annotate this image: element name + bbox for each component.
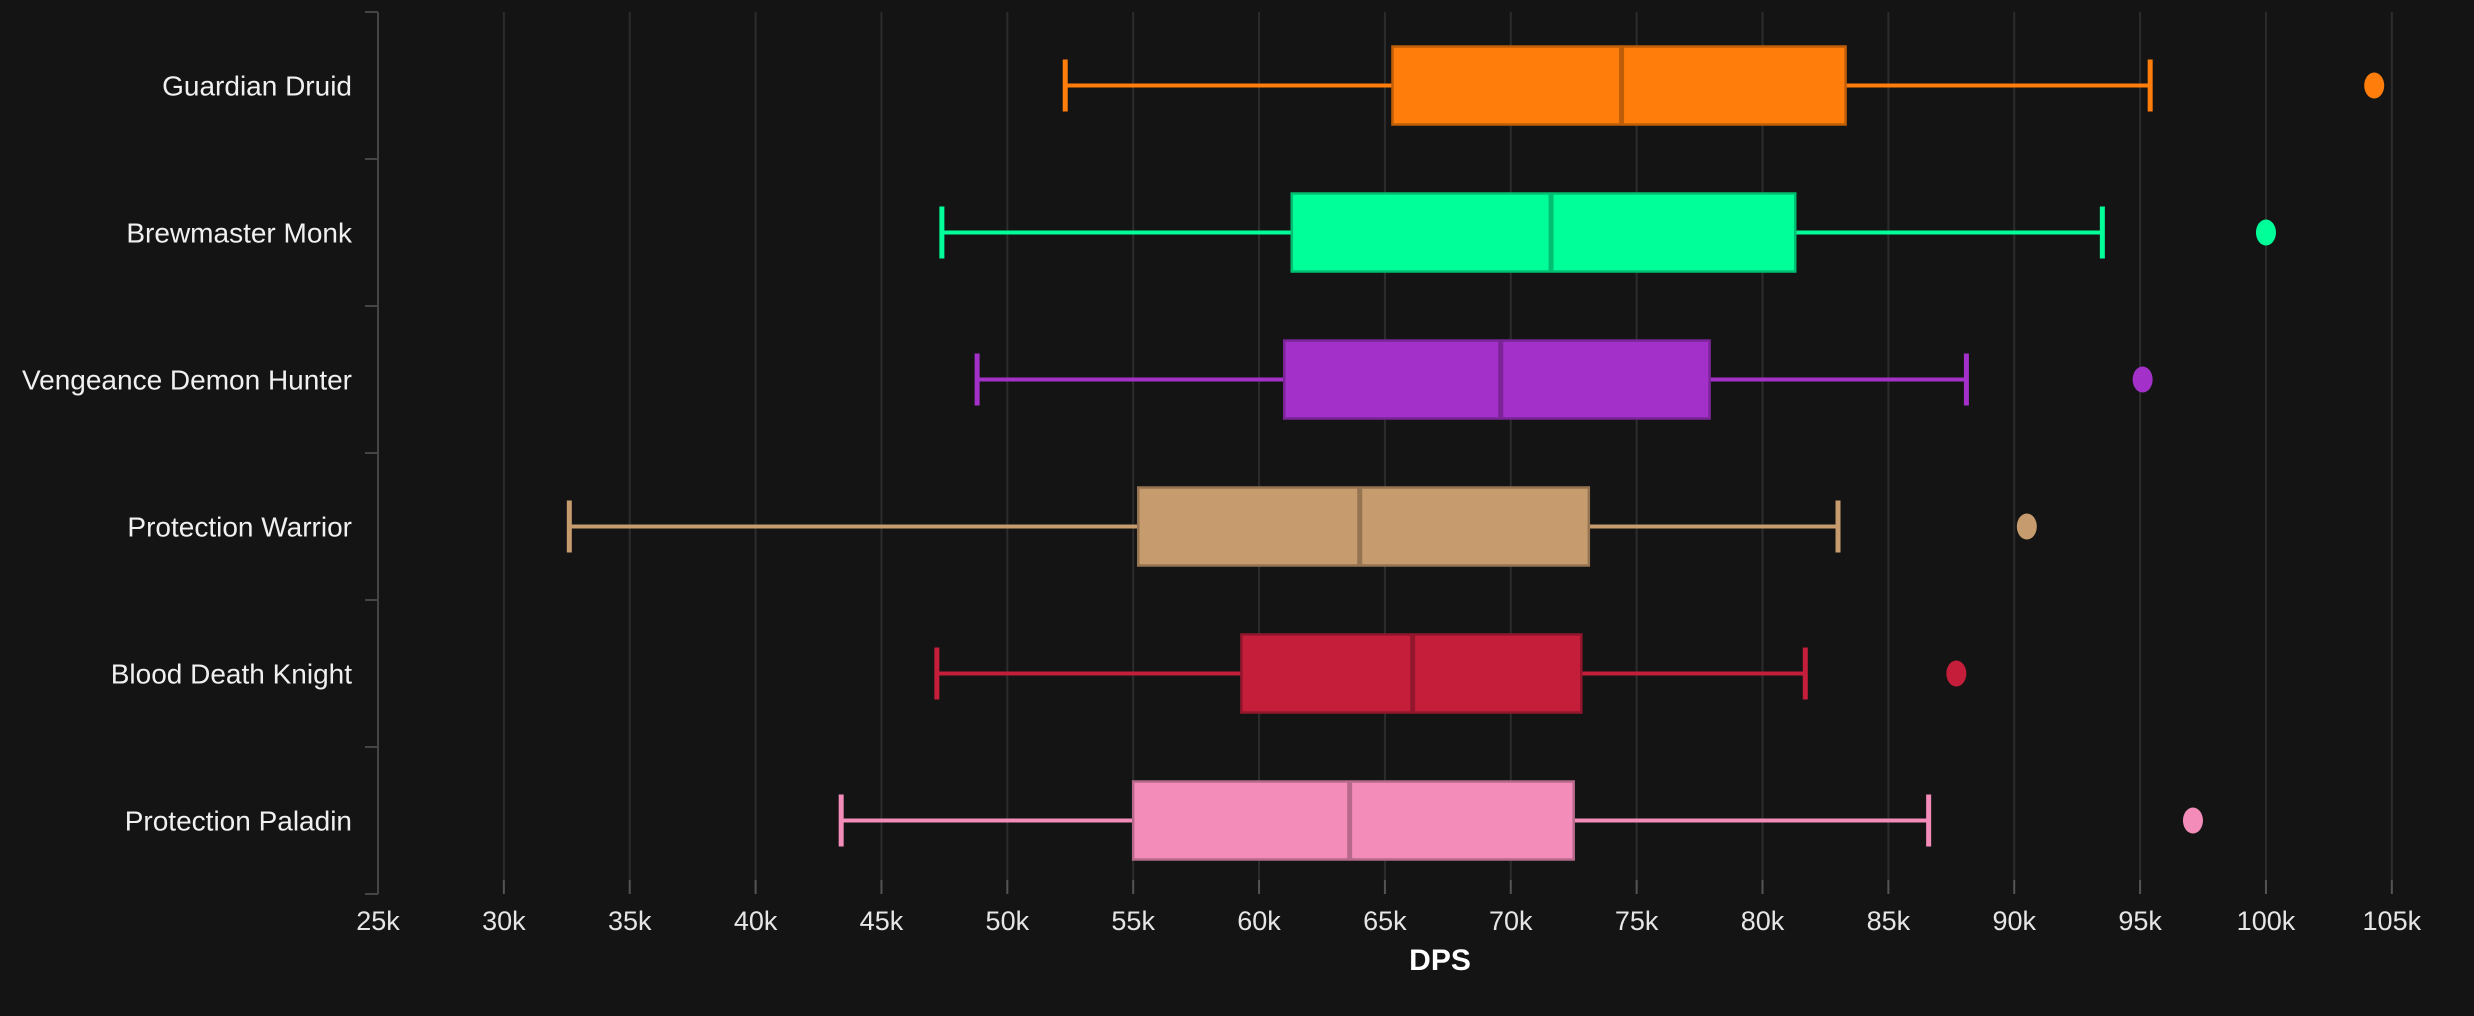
- x-tick-label: 35k: [608, 906, 652, 936]
- whisker-cap-high: [1963, 353, 1969, 406]
- y-axis: Guardian Druid Brewmaster Monk Vengeance D…: [22, 11, 379, 895]
- median-line: [1548, 193, 1554, 272]
- x-tick-label: 30k: [482, 906, 526, 936]
- boxplot-vengeance-demon-hunter[interactable]: [974, 339, 2153, 420]
- x-tick-labels: 25k 30k 35k 40k 45k 50k 55k 60k 65k 70k 75k 80k 85k 9…: [356, 906, 2421, 936]
- box: [1136, 486, 1591, 567]
- whisker-cap-high: [1835, 500, 1841, 553]
- median-line: [1619, 46, 1625, 125]
- x-tick-marks: [377, 880, 2393, 894]
- x-axis-title: DPS: [1409, 944, 1471, 977]
- outlier-point: [1946, 660, 1967, 687]
- whisker-cap-low: [1062, 59, 1068, 112]
- category-label-vengeance-demon-hunter: Vengeance Demon Hunter: [22, 365, 352, 396]
- category-label-brewmaster-monk: Brewmaster Monk: [126, 218, 353, 249]
- whisker-cap-high: [2147, 59, 2153, 112]
- x-gridlines: [377, 12, 2393, 880]
- category-label-protection-paladin: Protection Paladin: [125, 806, 352, 837]
- x-tick-label: 55k: [1111, 906, 1155, 936]
- whisker-cap-high: [2099, 206, 2105, 259]
- x-tick-label: 95k: [2118, 906, 2162, 936]
- whisker-cap-high: [1802, 647, 1808, 700]
- whisker-cap-low: [838, 794, 844, 847]
- boxplot-blood-death-knight[interactable]: [934, 633, 1967, 714]
- x-tick-label: 90k: [1992, 906, 2036, 936]
- x-tick-label: 80k: [1741, 906, 1785, 936]
- whisker-cap-low: [566, 500, 572, 553]
- x-tick-label: 45k: [860, 906, 904, 936]
- boxplot-brewmaster-monk[interactable]: [939, 192, 2276, 273]
- boxplot-guardian-druid[interactable]: [1062, 45, 2385, 126]
- median-line: [1347, 781, 1353, 860]
- whisker-cap-high: [1926, 794, 1932, 847]
- whisker-cap-low: [939, 206, 945, 259]
- x-tick-label: 40k: [734, 906, 778, 936]
- median-line: [1498, 340, 1504, 419]
- x-tick-label: 50k: [986, 906, 1030, 936]
- whisker-cap-low: [934, 647, 940, 700]
- box: [1391, 45, 1847, 126]
- outlier-point: [2255, 219, 2276, 246]
- x-tick-label: 105k: [2363, 906, 2422, 936]
- x-tick-label: 75k: [1615, 906, 1659, 936]
- x-tick-label: 25k: [356, 906, 400, 936]
- x-tick-label: 70k: [1489, 906, 1533, 936]
- outlier-point: [2182, 807, 2203, 834]
- category-label-blood-death-knight: Blood Death Knight: [111, 659, 353, 690]
- x-tick-label: 100k: [2237, 906, 2296, 936]
- whisker-cap-low: [974, 353, 980, 406]
- x-tick-label: 65k: [1363, 906, 1407, 936]
- outlier-point: [2016, 513, 2037, 540]
- x-tick-label: 85k: [1867, 906, 1911, 936]
- box: [1282, 339, 1711, 420]
- category-label-guardian-druid: Guardian Druid: [162, 71, 352, 102]
- box: [1290, 192, 1797, 273]
- outlier-point: [2132, 366, 2153, 393]
- median-line: [1410, 634, 1416, 713]
- median-line: [1357, 487, 1363, 566]
- boxplot-protection-paladin[interactable]: [838, 780, 2203, 861]
- outlier-point: [2364, 72, 2385, 99]
- boxplot-protection-warrior[interactable]: [566, 486, 2037, 567]
- category-label-protection-warrior: Protection Warrior: [127, 512, 352, 543]
- box: [1131, 780, 1575, 861]
- x-tick-label: 60k: [1237, 906, 1281, 936]
